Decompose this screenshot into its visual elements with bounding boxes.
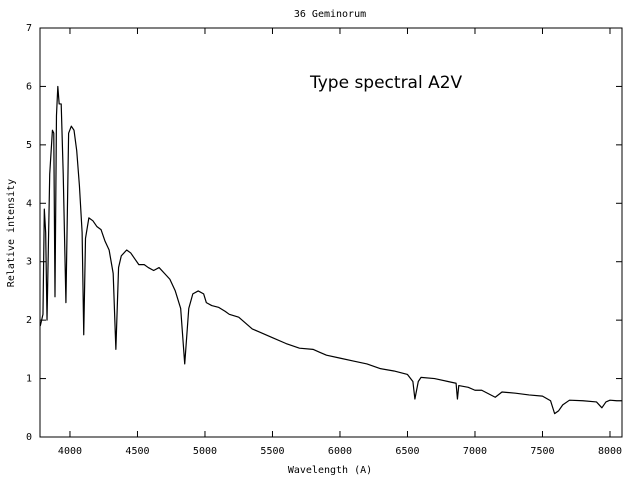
y-tick-label: 0 (26, 432, 32, 443)
x-tick-label: 8000 (598, 446, 622, 457)
y-tick-label: 5 (26, 140, 32, 151)
y-tick-label: 2 (26, 315, 32, 326)
x-axis-label: Wavelength (A) (288, 465, 372, 476)
x-tick-label: 5500 (260, 446, 284, 457)
y-tick-label: 7 (26, 23, 32, 34)
x-tick-label: 7000 (463, 446, 487, 457)
x-tick-label: 5000 (193, 446, 217, 457)
chart-title: 36 Geminorum (294, 9, 366, 20)
x-tick-label: 4000 (58, 446, 82, 457)
y-tick-label: 3 (26, 257, 32, 268)
x-tick-label: 6500 (395, 446, 419, 457)
x-tick-label: 4500 (125, 446, 149, 457)
y-tick-label: 4 (26, 198, 32, 209)
y-tick-label: 1 (26, 374, 32, 385)
annotation: Type spectral A2V (309, 73, 463, 93)
x-tick-label: 6000 (328, 446, 352, 457)
spectrum-line (39, 85, 622, 415)
y-axis-label: Relative intensity (6, 179, 17, 287)
y-tick-label: 6 (26, 81, 32, 92)
plot-frame (39, 27, 623, 438)
x-tick-label: 7500 (530, 446, 554, 457)
